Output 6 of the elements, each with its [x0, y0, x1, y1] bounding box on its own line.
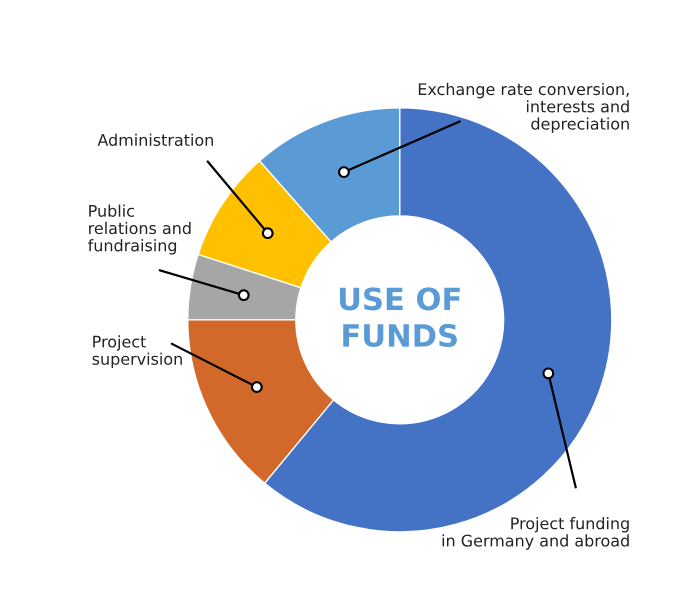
slice-label: Exchange rate conversion, interests and depreciation	[418, 82, 629, 133]
slice-label: Administration	[98, 134, 213, 146]
slice-label: Project funding in Germany and abroad	[442, 517, 629, 550]
slice-label: Project supervision	[92, 335, 182, 368]
slice-label: Public relations and fundraising	[88, 204, 191, 255]
text: USE OF FUNDS	[340, 287, 460, 347]
